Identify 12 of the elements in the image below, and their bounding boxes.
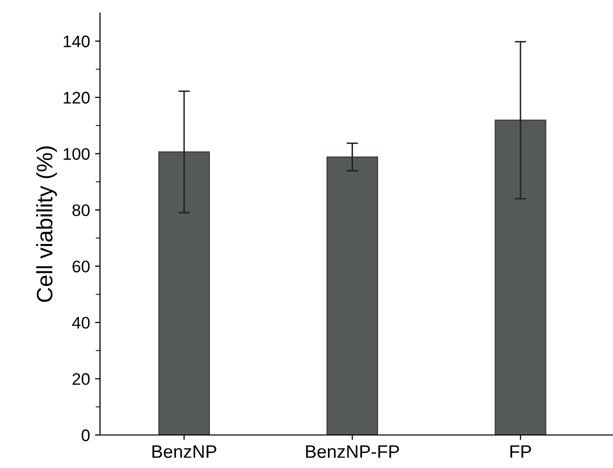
y-tick-label: 100 xyxy=(64,148,90,160)
y-tick-label: 40 xyxy=(72,316,90,329)
y-tick-label: 80 xyxy=(72,204,90,216)
x-tick-label: BenzNP-FP xyxy=(306,445,400,458)
y-tick-label: 60 xyxy=(72,260,90,272)
y-tick-label: 0 xyxy=(82,429,90,442)
y-tick-label: 20 xyxy=(72,373,90,385)
y-tick-label: 140 xyxy=(64,36,90,48)
x-tick-label: FP xyxy=(510,445,532,458)
y-tick-label: 120 xyxy=(64,92,90,104)
x-tick-label: BenzNP xyxy=(152,445,216,458)
y-axis-title: Cell viability (%) xyxy=(36,146,57,302)
